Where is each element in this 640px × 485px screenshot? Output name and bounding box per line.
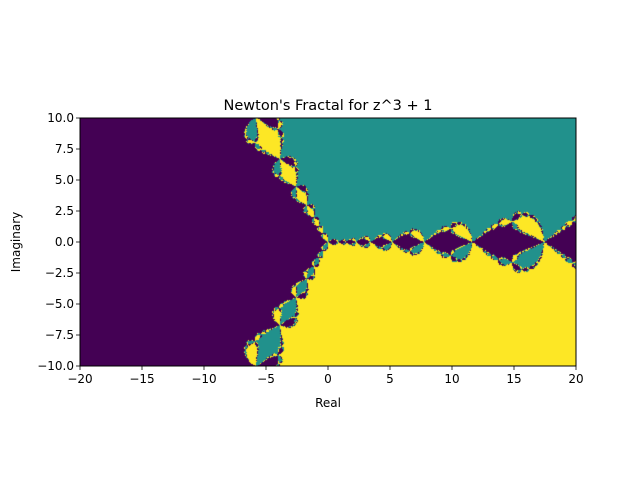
x-axis-label: Real [315,396,341,410]
chart-title: Newton's Fractal for z^3 + 1 [224,98,433,114]
y-tick-label: 2.5 [55,204,74,218]
y-tick-label: 10.0 [47,111,74,125]
y-tick-label: −7.5 [45,328,74,342]
y-tick-label: −2.5 [45,266,74,280]
x-tick-label: −15 [129,372,154,386]
y-axis-label: Imaginary [9,212,23,273]
y-tick-label: −5.0 [45,297,74,311]
fractal-heatmap [80,118,576,366]
x-tick-label: −10 [191,372,216,386]
x-axis: −20 −15 −10 −5 0 5 10 15 20 [67,366,584,386]
y-tick-label: 0.0 [55,235,74,249]
x-tick-label: −20 [67,372,92,386]
x-tick-label: 5 [386,372,394,386]
x-tick-label: 15 [506,372,521,386]
x-tick-label: 10 [444,372,459,386]
x-tick-label: −5 [257,372,275,386]
y-axis: 10.0 7.5 5.0 2.5 0.0 −2.5 −5.0 −7.5 −10.0 [37,111,80,373]
x-tick-label: 20 [568,372,583,386]
y-tick-label: −10.0 [37,359,74,373]
y-tick-label: 7.5 [55,142,74,156]
y-tick-label: 5.0 [55,173,74,187]
x-tick-label: 0 [324,372,332,386]
